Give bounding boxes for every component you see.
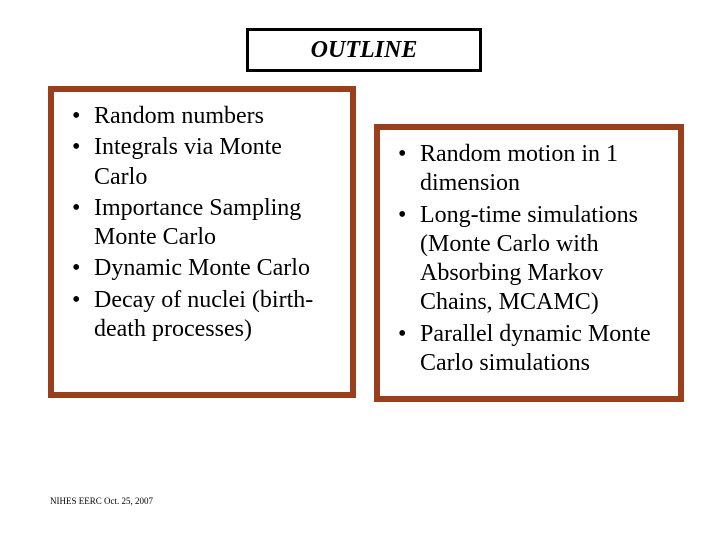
footer-text: NIHES EERC Oct. 25, 2007 xyxy=(50,496,153,506)
left-content-box: Random numbers Integrals via Monte Carlo… xyxy=(48,86,356,398)
list-item: Dynamic Monte Carlo xyxy=(68,254,336,283)
list-item: Random numbers xyxy=(68,102,336,131)
list-item: Integrals via Monte Carlo xyxy=(68,133,336,192)
right-content-box: Random motion in 1 dimension Long-time s… xyxy=(374,124,684,402)
list-item: Importance Sampling Monte Carlo xyxy=(68,194,336,253)
slide: OUTLINE Random numbers Integrals via Mon… xyxy=(0,0,720,540)
list-item: Parallel dynamic Monte Carlo simulations xyxy=(394,320,664,379)
slide-title: OUTLINE xyxy=(311,37,418,64)
list-item: Long-time simulations (Monte Carlo with … xyxy=(394,201,664,318)
left-bullet-list: Random numbers Integrals via Monte Carlo… xyxy=(68,102,336,344)
list-item: Decay of nuclei (birth-death processes) xyxy=(68,286,336,345)
right-bullet-list: Random motion in 1 dimension Long-time s… xyxy=(394,140,664,378)
title-box: OUTLINE xyxy=(246,28,482,72)
list-item: Random motion in 1 dimension xyxy=(394,140,664,199)
